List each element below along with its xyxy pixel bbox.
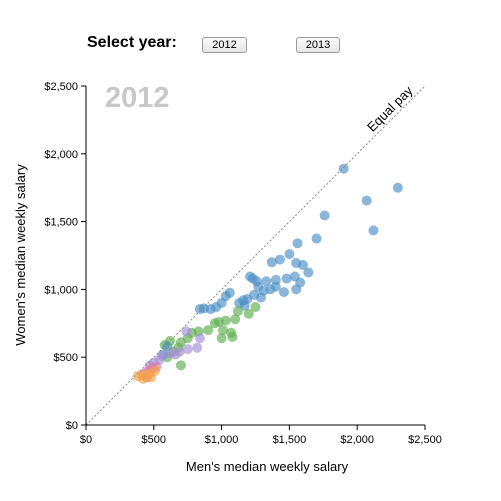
x-tick-label: $2,000 (340, 434, 374, 446)
year-2012-button[interactable]: 2012 (202, 37, 247, 53)
data-point (261, 276, 272, 287)
x-axis-ticks: $0 $500 $1,000 $1,500 $2,000 $2,500 (80, 425, 442, 446)
data-point (303, 267, 314, 278)
data-points (132, 163, 403, 384)
x-axis-title: Men's median weekly salary (186, 459, 349, 474)
data-point (297, 259, 308, 270)
y-axis-ticks: $0 $500 $1,000 $1,500 $2,000 $2,500 (44, 81, 86, 432)
data-point (311, 233, 322, 244)
y-tick-label: $1,000 (44, 284, 78, 296)
data-point (217, 325, 228, 336)
data-point (137, 373, 148, 384)
data-point (181, 326, 192, 337)
year-watermark: 2012 (105, 82, 170, 114)
select-year-label: Select year: (87, 34, 177, 51)
data-point (227, 331, 238, 342)
data-point (232, 306, 243, 317)
data-point (175, 360, 186, 371)
data-point (243, 308, 254, 319)
data-point (361, 195, 372, 206)
data-point (247, 273, 258, 284)
data-point (194, 333, 205, 344)
y-tick-label: $2,500 (44, 81, 78, 93)
data-point (291, 284, 302, 295)
data-point (146, 372, 157, 383)
y-tick-label: $500 (54, 352, 78, 364)
data-point (203, 325, 214, 336)
x-tick-label: $1,000 (205, 434, 239, 446)
data-point (368, 225, 379, 236)
year-2013-button[interactable]: 2013 (296, 37, 340, 53)
y-tick-label: $0 (66, 420, 78, 432)
data-point (281, 273, 292, 284)
data-point (216, 333, 227, 344)
y-tick-label: $2,000 (44, 149, 78, 161)
equal-pay-label: Equal pay (364, 83, 416, 135)
data-point (209, 318, 220, 329)
y-axis-title: Women's median weekly salary (13, 164, 28, 346)
data-point (182, 344, 193, 355)
data-point (292, 238, 303, 249)
data-point (250, 302, 261, 313)
year-controls: Select year: 2012 2013 (0, 0, 501, 60)
data-point (319, 210, 330, 221)
y-tick-label: $1,500 (44, 217, 78, 229)
data-point (278, 287, 289, 298)
data-point (192, 342, 203, 353)
data-point (253, 281, 264, 292)
x-tick-label: $1,500 (273, 434, 307, 446)
data-point (230, 314, 241, 325)
x-tick-label: $500 (142, 434, 166, 446)
data-point (274, 254, 285, 265)
data-point (239, 300, 250, 311)
data-point (284, 249, 295, 260)
data-point (194, 304, 205, 315)
data-point (266, 257, 277, 268)
x-tick-label: $2,500 (408, 434, 442, 446)
data-point (338, 163, 349, 174)
data-point (165, 348, 176, 359)
x-tick-label: $0 (80, 434, 92, 446)
data-point (392, 182, 403, 193)
